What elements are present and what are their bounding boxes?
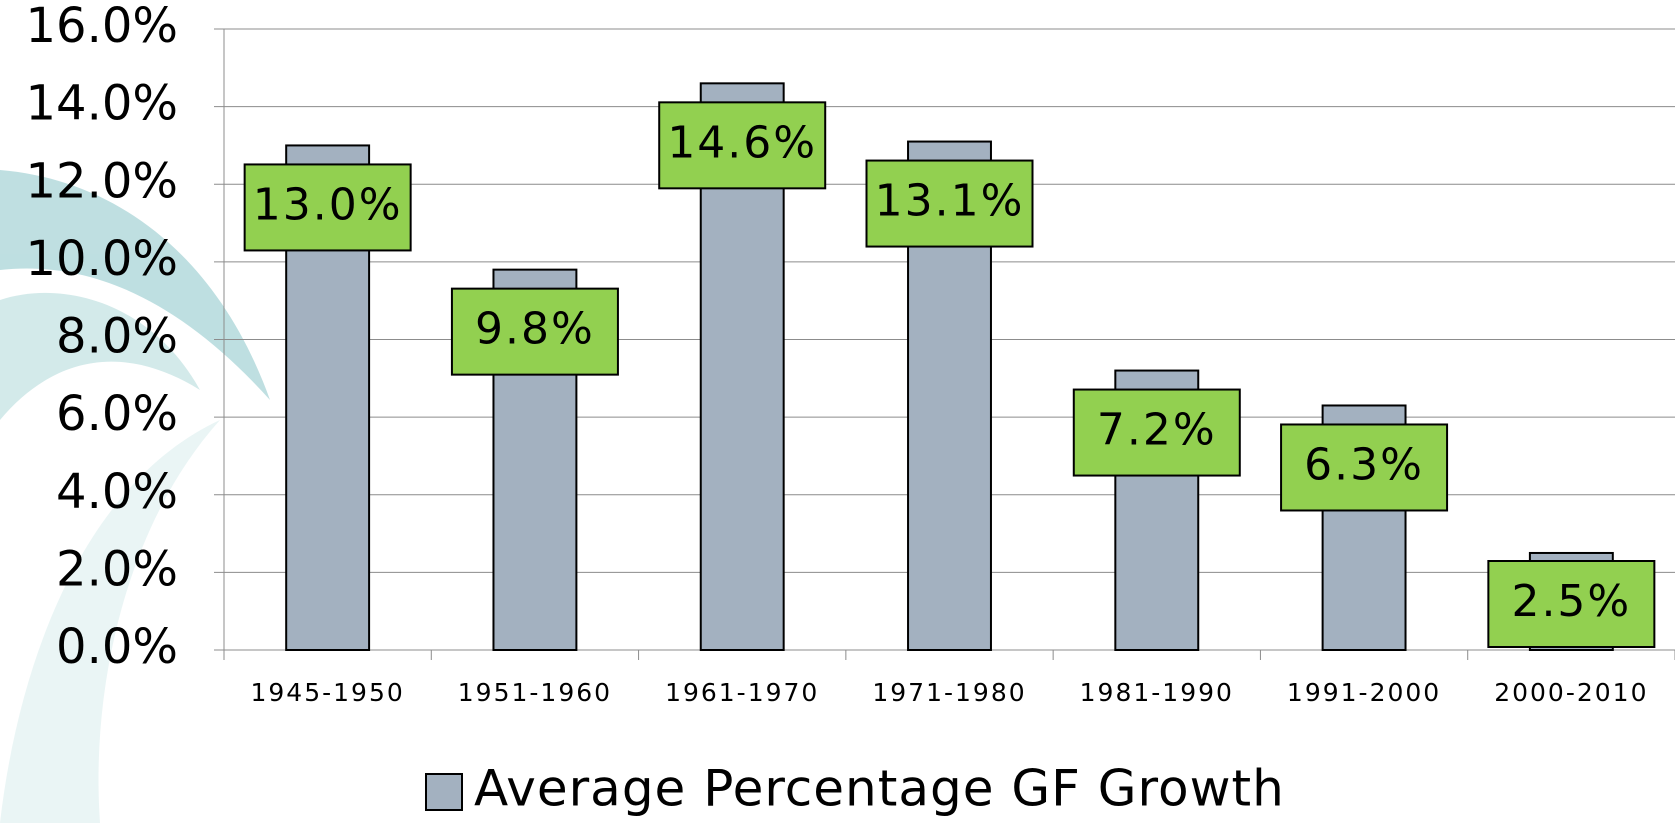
x-tick-label: 1961-1970 [665, 678, 819, 707]
background-decoration [0, 170, 270, 823]
value-label: 9.8% [475, 304, 595, 355]
legend-label: Average Percentage GF Growth [474, 760, 1285, 818]
value-label-box [450, 287, 619, 376]
x-tick-label: 1971-1980 [872, 678, 1026, 707]
y-tick-label: 6.0% [56, 386, 178, 442]
x-tick-label: 1981-1990 [1080, 678, 1234, 707]
value-label-box [1487, 560, 1656, 648]
y-tick-label: 4.0% [56, 464, 178, 520]
x-tick-label: 1951-1960 [458, 678, 612, 707]
value-label: 2.5% [1511, 576, 1631, 627]
value-label-box [243, 163, 412, 252]
value-label: 7.2% [1097, 405, 1217, 456]
swoosh [0, 420, 220, 823]
value-label: 13.1% [875, 176, 1025, 227]
y-tick-label: 12.0% [26, 153, 178, 209]
value-label-box [865, 159, 1034, 248]
y-tick-label: 10.0% [26, 231, 178, 287]
legend-swatch [425, 773, 463, 811]
y-tick-label: 2.0% [56, 541, 178, 597]
value-label: 14.6% [667, 117, 817, 168]
value-label-box [1280, 423, 1449, 512]
x-tick-label: 1945-1950 [251, 678, 405, 707]
value-label-box [658, 101, 827, 190]
value-label-box [1072, 388, 1241, 477]
value-label: 13.0% [253, 179, 403, 230]
y-tick-label: 0.0% [56, 619, 178, 675]
x-tick-label: 2000-2010 [1494, 678, 1648, 707]
y-tick-label: 16.0% [26, 0, 178, 54]
y-tick-label: 14.0% [26, 76, 178, 132]
x-tick-label: 1991-2000 [1287, 678, 1441, 707]
value-label: 6.3% [1304, 439, 1424, 490]
y-tick-label: 8.0% [56, 309, 178, 365]
swoosh [0, 170, 270, 400]
swoosh [0, 292, 200, 420]
